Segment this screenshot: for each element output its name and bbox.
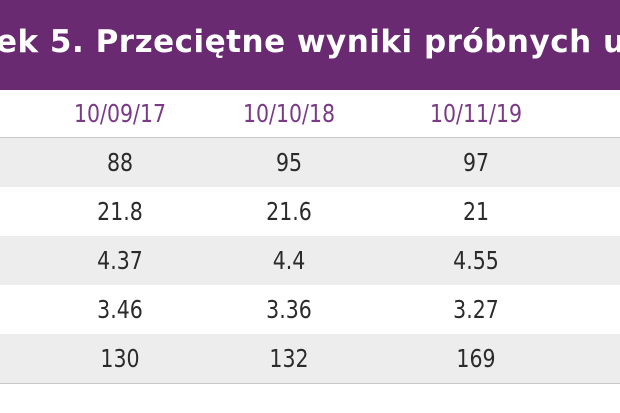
table-row: 21.8 21.6 21 <box>0 187 620 236</box>
table-title-bar: ek 5. Przeciętne wyniki próbnych u <box>0 0 620 90</box>
column-header-1: 10/09/17 <box>73 99 167 128</box>
column-header-3: 10/11/19 <box>429 99 523 128</box>
table-cell: 95 <box>275 148 303 177</box>
table-row: 88 95 97 <box>0 138 620 187</box>
table-cell: 21.8 <box>97 197 143 226</box>
table-header-row: 10/09/17 10/10/18 10/11/19 <box>0 90 620 137</box>
table-row: 4.37 4.4 4.55 <box>0 236 620 285</box>
table-cell: 97 <box>462 148 490 177</box>
header-divider <box>0 137 620 138</box>
table-cell: 132 <box>269 344 309 373</box>
table-cell: 88 <box>106 148 134 177</box>
table-cell: 3.27 <box>453 295 499 324</box>
table-cell: 21.6 <box>266 197 312 226</box>
table-cell: 130 <box>100 344 140 373</box>
table-cell: 3.46 <box>97 295 143 324</box>
table-cell: 4.55 <box>453 246 499 275</box>
table-row: 130 132 169 <box>0 334 620 383</box>
table-row: 3.46 3.36 3.27 <box>0 285 620 334</box>
table-title: ek 5. Przeciętne wyniki próbnych u <box>0 24 620 60</box>
table-bottom-rule <box>0 383 620 384</box>
table-cell: 3.36 <box>266 295 312 324</box>
table-cell: 21 <box>462 197 490 226</box>
table-cell: 4.37 <box>97 246 143 275</box>
table-cell: 4.4 <box>272 246 306 275</box>
column-header-2: 10/10/18 <box>242 99 336 128</box>
table-cell: 169 <box>456 344 496 373</box>
